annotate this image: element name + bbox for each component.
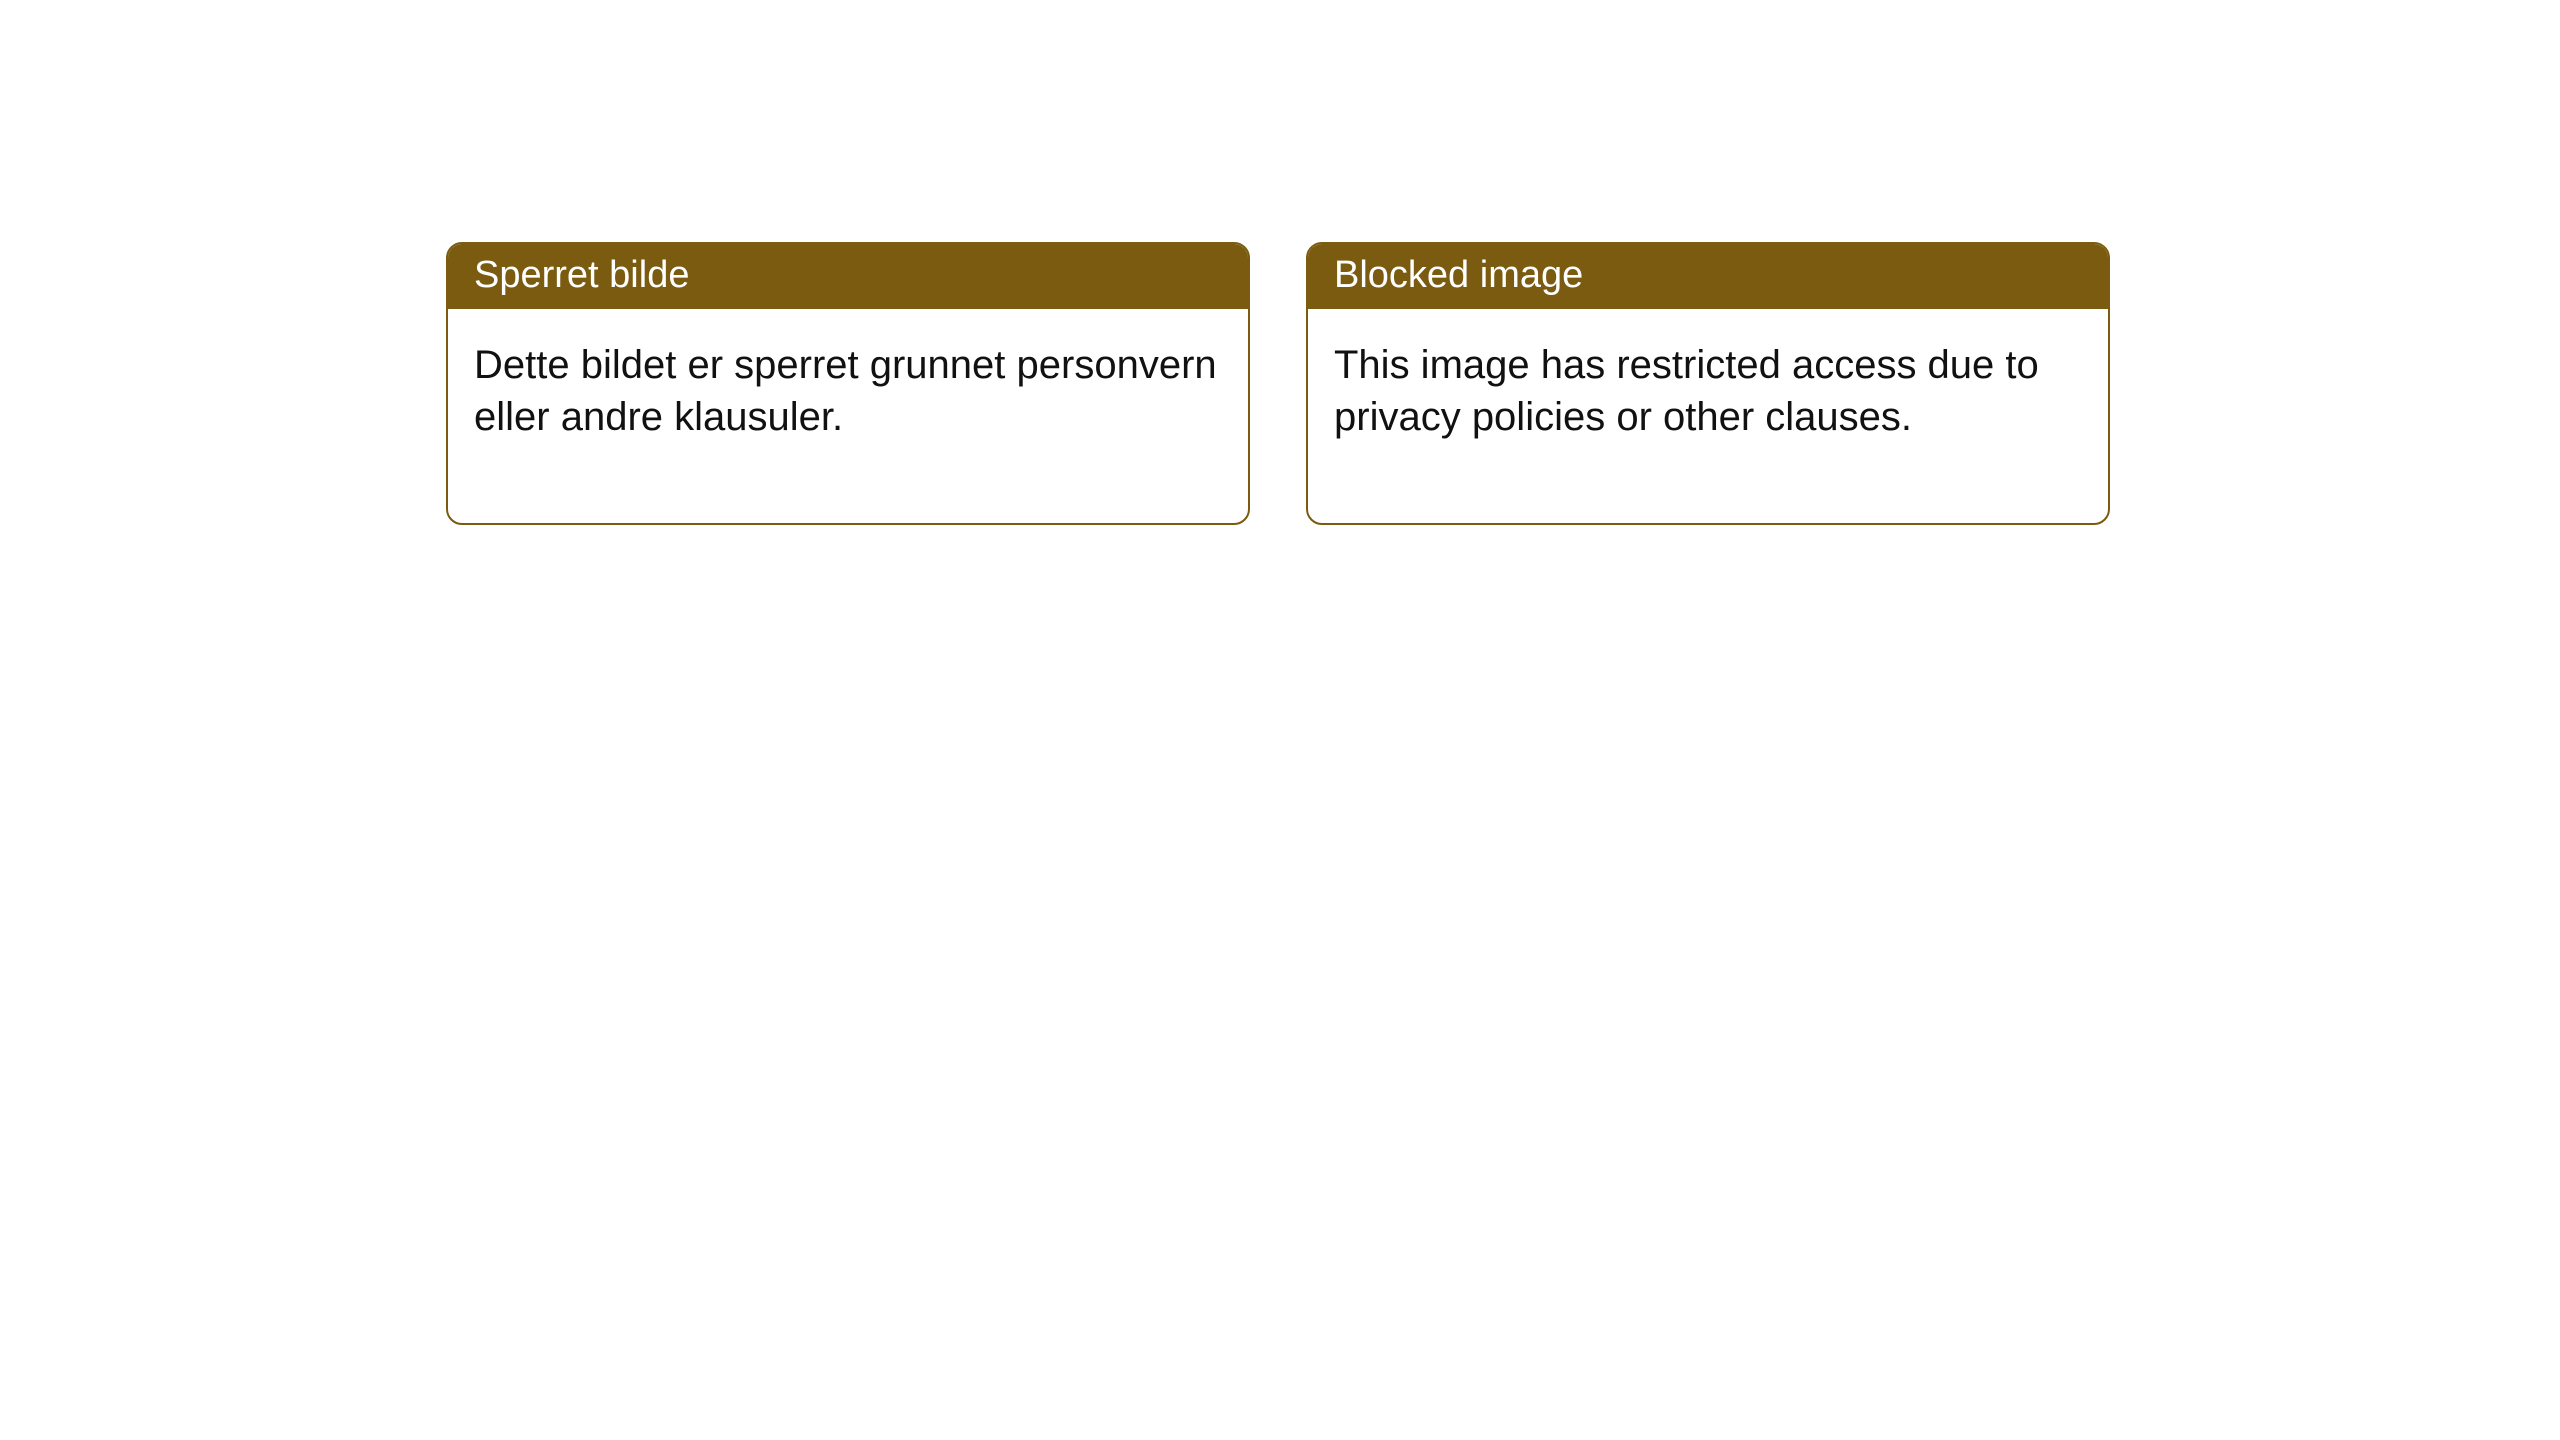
- notice-header-no: Sperret bilde: [448, 244, 1248, 309]
- notice-card-no: Sperret bilde Dette bildet er sperret gr…: [446, 242, 1250, 525]
- notice-body-no: Dette bildet er sperret grunnet personve…: [448, 309, 1248, 523]
- notice-body-en: This image has restricted access due to …: [1308, 309, 2108, 523]
- notice-card-en: Blocked image This image has restricted …: [1306, 242, 2110, 525]
- notice-header-en: Blocked image: [1308, 244, 2108, 309]
- notice-cards-container: Sperret bilde Dette bildet er sperret gr…: [446, 242, 2110, 525]
